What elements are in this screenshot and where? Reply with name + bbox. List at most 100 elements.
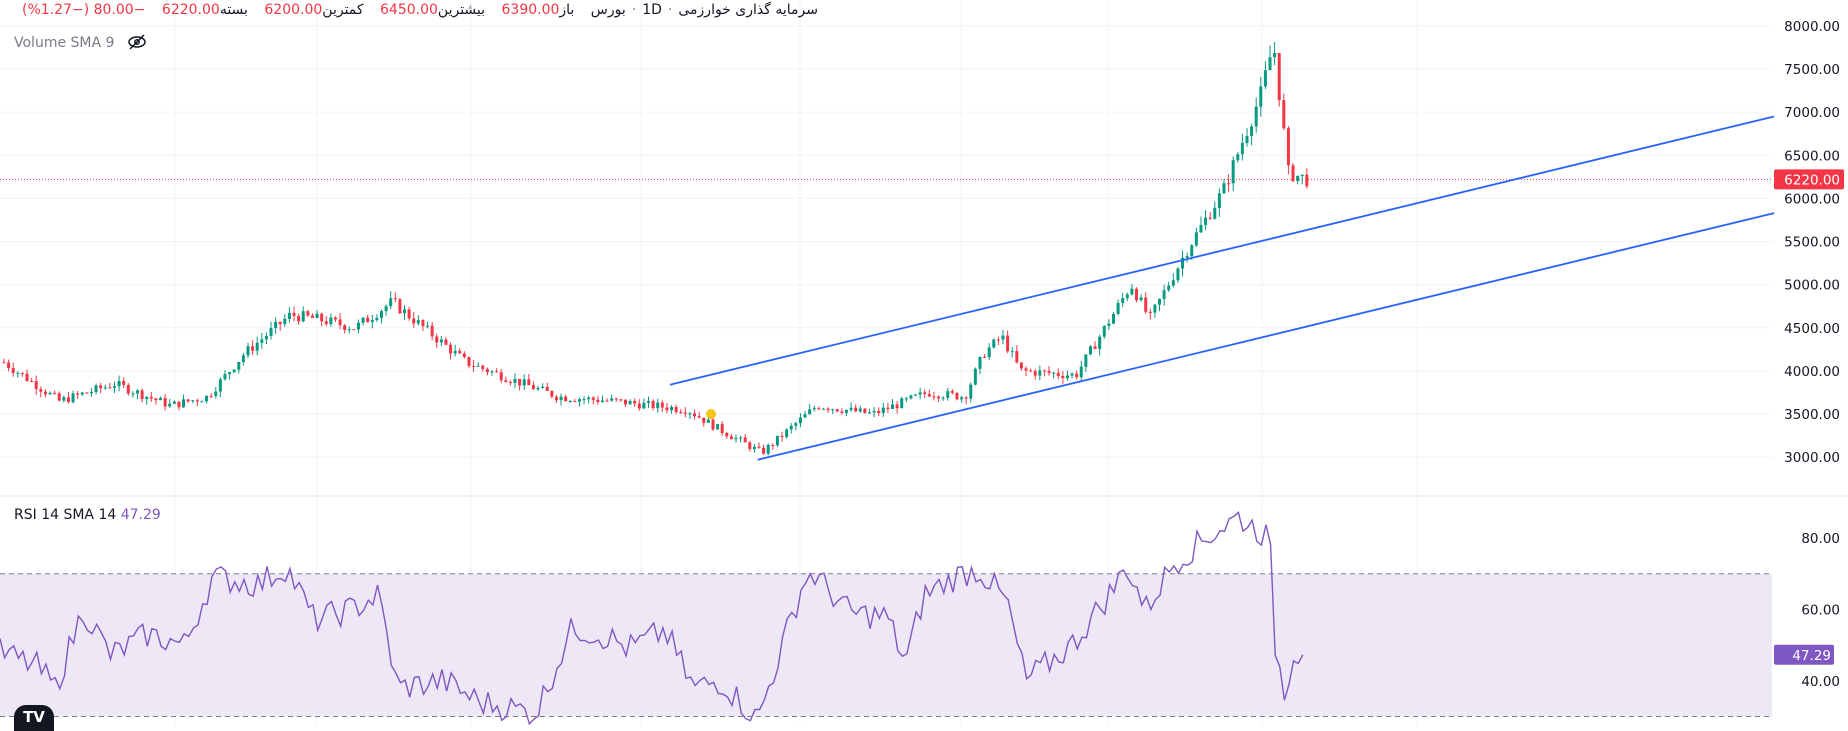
close-label: بسته	[219, 2, 248, 18]
candle-body	[564, 396, 568, 402]
candle-body	[840, 411, 844, 413]
candle-body	[605, 400, 609, 402]
price-axis[interactable]: 8000.00 7500.00 7000.00 6500.00 6000.00 5500.…	[1784, 19, 1840, 466]
candle-body	[1088, 346, 1092, 355]
candle-body	[702, 417, 706, 423]
candle-body	[324, 321, 328, 325]
candle-body	[48, 392, 52, 395]
candle-body	[508, 382, 512, 384]
candle-body	[255, 342, 259, 351]
candle-body	[1006, 335, 1010, 352]
candle-body	[80, 392, 84, 395]
candle-body	[527, 379, 531, 386]
candle-body	[683, 412, 687, 414]
candle-body	[315, 313, 319, 318]
candle-body	[831, 409, 835, 411]
candle-body	[1015, 351, 1019, 363]
candle-body	[237, 362, 241, 370]
candle-body	[937, 396, 941, 399]
candle-body	[1286, 128, 1290, 166]
trend-line[interactable]	[669, 115, 1775, 386]
candle-body	[361, 317, 365, 323]
candle-body	[1199, 224, 1203, 233]
candle-body	[186, 399, 190, 402]
rsi-line	[0, 510, 1304, 725]
candle-body	[766, 444, 770, 454]
candle-body	[246, 346, 250, 356]
candle-body	[154, 398, 158, 401]
candle-body	[1273, 52, 1277, 58]
candle-body	[891, 404, 895, 409]
chart-grid	[0, 0, 1772, 725]
candle-body	[1259, 86, 1263, 107]
candle-body	[881, 407, 885, 413]
trend-channel[interactable]	[669, 115, 1775, 461]
candle-body	[370, 320, 374, 323]
eye-off-icon[interactable]	[127, 34, 147, 54]
candle-body	[287, 312, 291, 319]
candlestick-series	[2, 41, 1309, 456]
low-label: کمترین	[322, 2, 364, 18]
candle-body	[1254, 106, 1258, 127]
svg-text:6220.00: 6220.00	[1784, 172, 1840, 188]
high-value: 6450.00	[380, 2, 438, 18]
candle-body	[218, 379, 222, 392]
rsi-band	[0, 573, 1772, 717]
tradingview-logo-icon[interactable]: TV	[14, 705, 54, 731]
candle-body	[1268, 57, 1272, 71]
candle-body	[1185, 256, 1189, 258]
candle-body	[1135, 288, 1139, 301]
candle-body	[297, 316, 301, 322]
candle-body	[647, 400, 651, 403]
candle-body	[785, 429, 789, 437]
price-axis-tick: 3000.00	[1784, 450, 1840, 466]
candle-body	[743, 437, 747, 443]
candle-body	[826, 408, 830, 411]
symbol-legend[interactable]: سرمایه گذاری خوارزمی·1D·بورس باز6390.00 …	[22, 2, 818, 18]
candle-body	[476, 365, 480, 367]
candle-body	[835, 409, 839, 412]
candle-body	[131, 393, 135, 395]
candle-body	[384, 306, 388, 312]
candle-body	[274, 321, 278, 328]
rsi-value-tag: 47.29	[1774, 644, 1834, 665]
candle-body	[163, 398, 167, 407]
candle-body	[1093, 346, 1097, 350]
candle-body	[867, 412, 871, 414]
candle-body	[923, 392, 927, 395]
symbol-title[interactable]: سرمایه گذاری خوارزمی	[678, 2, 818, 18]
interval-label[interactable]: 1D	[642, 2, 662, 18]
rsi-legend-value: 47.29	[120, 507, 161, 523]
candle-body	[729, 436, 733, 440]
event-marker[interactable]	[706, 409, 716, 419]
candle-body	[941, 397, 945, 399]
candle-body	[1116, 303, 1120, 314]
candle-body	[94, 385, 98, 392]
candle-body	[670, 407, 674, 411]
candle-body	[426, 325, 430, 327]
candle-body	[122, 381, 126, 385]
volume-legend[interactable]: Volume SMA 9	[14, 34, 147, 54]
candle-body	[241, 355, 245, 363]
candle-body	[393, 298, 397, 300]
trend-line[interactable]	[757, 212, 1775, 461]
candle-body	[205, 395, 209, 402]
candle-body	[1236, 154, 1240, 161]
candle-body	[1190, 245, 1194, 257]
open-value: 6390.00	[501, 2, 560, 18]
candle-body	[43, 391, 47, 395]
candle-body	[808, 409, 812, 415]
rsi-axis[interactable]: 80.00 60.00 40.00	[1801, 531, 1840, 690]
candle-body	[30, 380, 34, 382]
candle-body	[568, 400, 572, 402]
candle-body	[973, 368, 977, 385]
rsi-legend[interactable]: RSI 14 SMA 14 47.29	[14, 507, 161, 523]
candle-body	[99, 385, 103, 389]
candle-body	[71, 393, 75, 403]
candle-body	[182, 399, 186, 408]
candle-body	[1153, 304, 1157, 313]
close-value: 6220.00	[161, 2, 220, 18]
candle-body	[610, 398, 614, 401]
candle-body	[389, 298, 393, 307]
